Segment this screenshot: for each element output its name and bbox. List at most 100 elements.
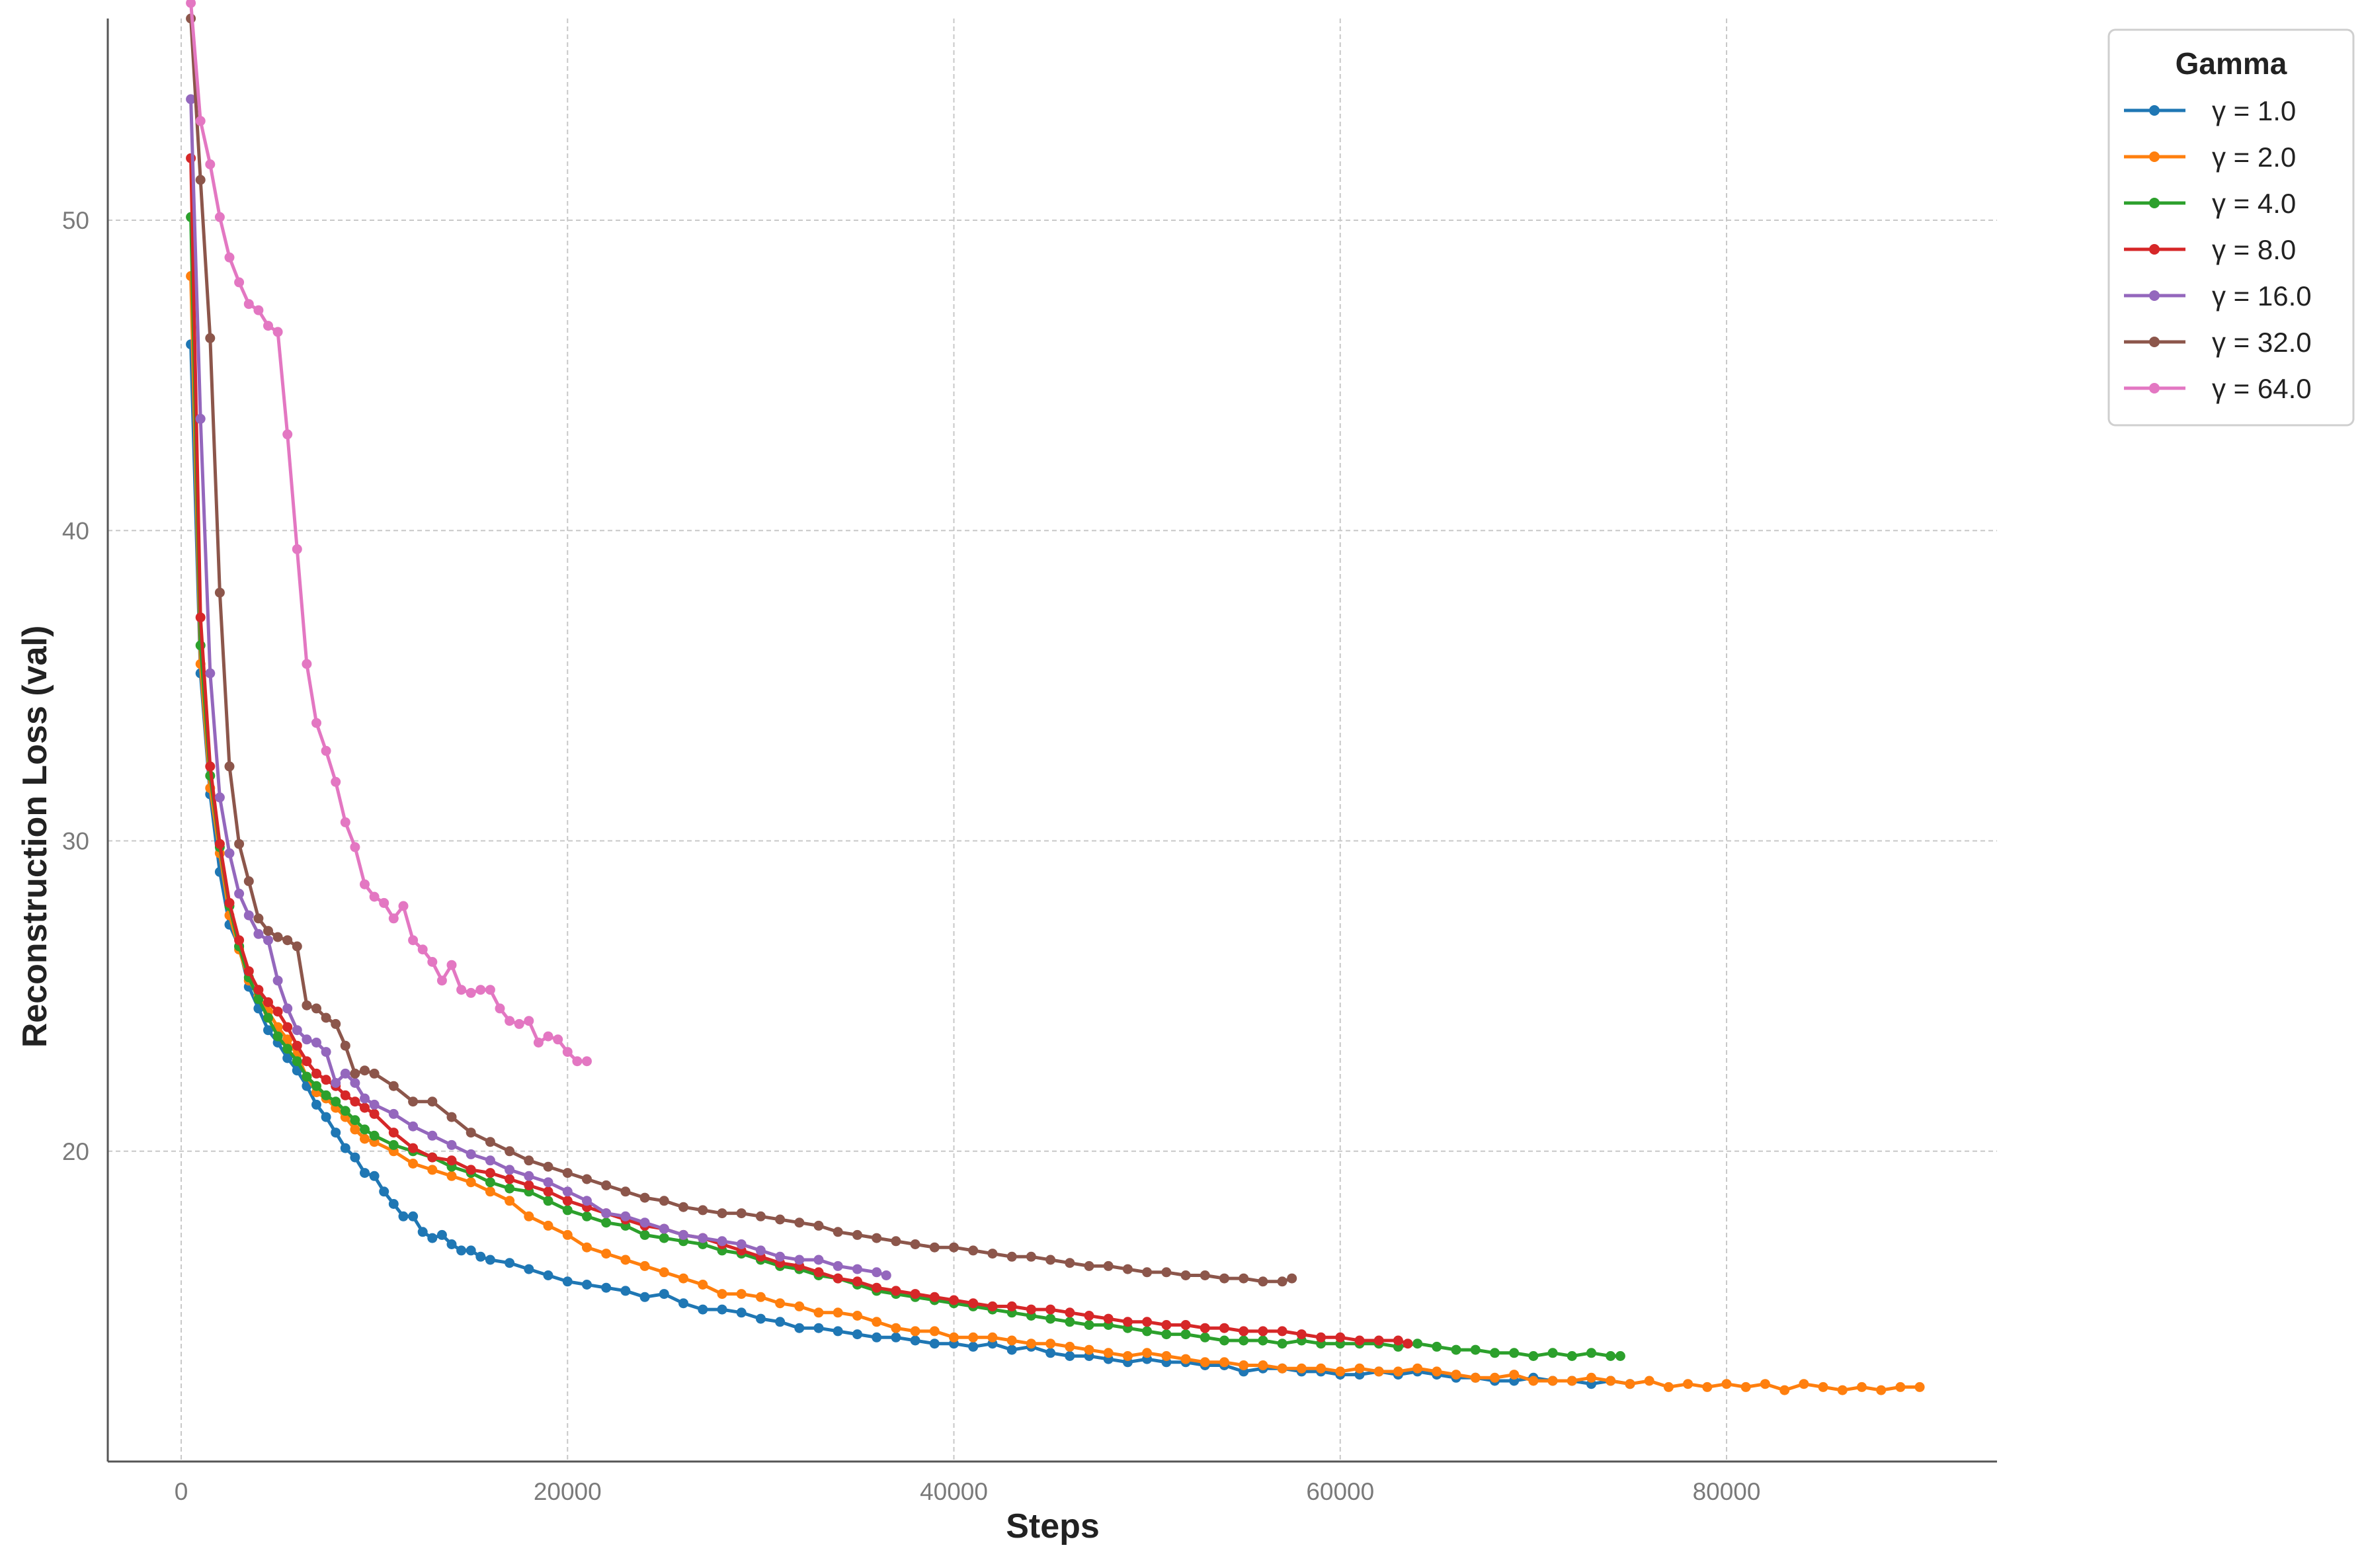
data-point [1451,1370,1461,1380]
data-point [1760,1379,1770,1389]
data-point [427,1152,438,1163]
data-point [833,1273,843,1284]
data-point [572,1056,583,1067]
data-point [224,897,235,908]
data-point [659,1267,669,1278]
data-point [1239,1360,1249,1370]
data-point [813,1267,824,1278]
data-point [1683,1379,1693,1389]
data-point [331,1096,341,1107]
data-point [987,1301,998,1311]
data-point [1296,1363,1307,1374]
data-point [340,1106,350,1116]
data-point [1065,1341,1075,1352]
data-point [398,1211,409,1221]
data-point [1180,1354,1191,1364]
data-point [417,1227,428,1237]
data-point [302,1071,312,1082]
data-point [253,994,264,1005]
data-point [794,1217,805,1228]
data-point [639,1229,650,1240]
data-point [543,1031,553,1042]
data-point [1219,1323,1229,1333]
data-point [1586,1348,1596,1358]
data-point [321,1090,331,1100]
data-point [311,1068,321,1079]
data-point [485,1177,495,1188]
data-point [417,944,428,955]
data-point [195,175,206,185]
legend-item: γ = 16.0 [2124,280,2312,311]
data-point [398,901,409,911]
data-point [1393,1366,1403,1377]
legend-items: γ = 1.0 γ = 2.0 γ = 4.0 γ = 8.0 γ = 16.0 γ = … [2124,95,2312,404]
data-point [852,1264,862,1274]
data-point [360,1093,370,1104]
data-point [186,0,196,8]
data-point [1451,1344,1461,1355]
data-point [1219,1273,1229,1284]
data-point [1258,1276,1268,1287]
data-point [379,897,389,908]
data-point [292,941,302,952]
data-point [427,1233,438,1243]
data-point [813,1323,824,1333]
data-point [1258,1326,1268,1337]
data-point [1876,1385,1887,1395]
data-point [350,1115,360,1126]
data-point [195,413,206,424]
data-point [929,1292,940,1302]
legend-item: γ = 64.0 [2124,373,2312,404]
data-point [1470,1372,1481,1383]
data-point [311,718,321,728]
data-point [601,1208,612,1219]
data-point [427,957,438,967]
data-point [311,1003,321,1014]
data-point [1403,1339,1413,1349]
x-tick-label: 40000 [920,1478,988,1505]
data-point [639,1192,650,1203]
data-point [1606,1351,1616,1361]
data-point [717,1304,727,1315]
data-point [698,1304,708,1315]
data-point [214,587,225,598]
data-point [1006,1335,1017,1346]
legend-box [2107,28,2355,427]
data-point [717,1236,727,1247]
tick-labels: 0 20000 40000 60000 80000 20 30 40 50 [62,207,1761,1505]
series-line [189,344,1631,1386]
data-point [620,1211,631,1221]
legend-label: γ = 16.0 [2212,280,2312,311]
legend-marker [2149,290,2160,301]
data-point [852,1229,862,1240]
data-point [775,1317,786,1327]
data-point [408,935,419,946]
data-point [1615,1351,1625,1361]
data-point [388,1081,399,1091]
data-point [872,1282,882,1293]
y-tick-label: 20 [62,1138,89,1165]
data-point [1895,1382,1906,1392]
data-point [1045,1348,1056,1358]
x-tick-label: 20000 [534,1478,602,1505]
data-point [755,1313,766,1324]
data-point [639,1292,650,1302]
legend-item: γ = 32.0 [2124,327,2312,358]
data-point [872,1267,882,1278]
data-point [872,1332,882,1342]
data-point [466,1245,476,1256]
data-point [388,913,399,924]
data-point [282,1034,293,1045]
legend-item: γ = 2.0 [2124,142,2296,173]
data-point [620,1286,631,1296]
data-point [1818,1382,1828,1392]
data-point [524,1171,534,1181]
data-point [755,1211,766,1221]
data-point [388,1139,399,1150]
data-point [949,1242,959,1253]
data-point [794,1301,805,1311]
data-point [292,1056,302,1067]
data-point [852,1329,862,1340]
data-point [1258,1360,1268,1370]
